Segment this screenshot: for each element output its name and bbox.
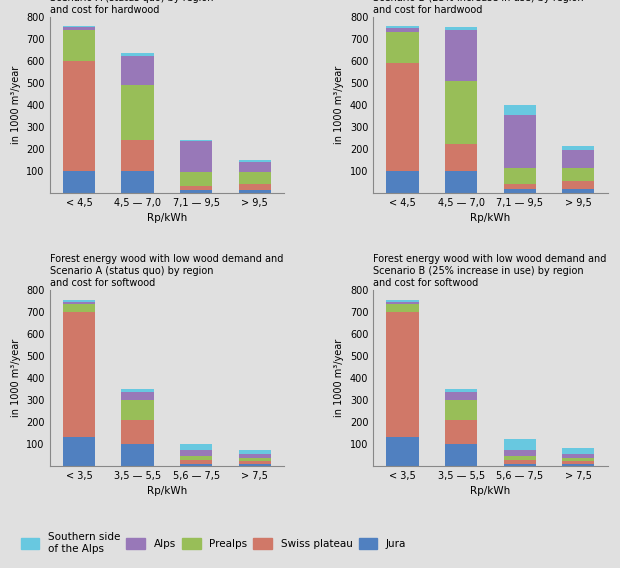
Bar — [503, 105, 536, 115]
Bar — [386, 26, 418, 28]
Bar — [386, 171, 418, 193]
Bar — [503, 440, 536, 450]
Bar — [445, 81, 477, 144]
Text: Forest energy wood with low wood demand and
Scenario A (status quo) by region
an: Forest energy wood with low wood demand … — [50, 254, 283, 287]
Bar — [63, 30, 95, 61]
Bar — [180, 186, 212, 190]
Bar — [63, 171, 95, 193]
Bar — [122, 85, 154, 140]
Bar — [63, 302, 95, 304]
Bar — [122, 420, 154, 444]
Bar — [63, 304, 95, 312]
Bar — [180, 444, 212, 450]
Bar — [562, 168, 595, 181]
Bar — [386, 300, 418, 302]
Bar — [239, 160, 271, 162]
Bar — [445, 144, 477, 171]
Bar — [503, 456, 536, 460]
Bar — [122, 140, 154, 171]
Bar — [122, 53, 154, 56]
Bar — [239, 190, 271, 193]
Bar — [122, 171, 154, 193]
Bar — [503, 168, 536, 184]
Bar — [503, 460, 536, 463]
Bar — [445, 400, 477, 420]
Bar — [122, 444, 154, 466]
Bar — [239, 162, 271, 172]
Bar — [503, 184, 536, 189]
Bar — [63, 437, 95, 466]
Bar — [63, 61, 95, 171]
Bar — [562, 458, 595, 461]
Bar — [180, 450, 212, 456]
Bar — [239, 450, 271, 454]
X-axis label: Rp/kWh: Rp/kWh — [147, 214, 187, 223]
Bar — [503, 115, 536, 168]
Legend: Southern side
of the Alps, Alps, Prealps, Swiss plateau, Jura: Southern side of the Alps, Alps, Prealps… — [17, 529, 409, 557]
Bar — [180, 456, 212, 460]
Bar — [386, 437, 418, 466]
Bar — [239, 172, 271, 184]
Bar — [239, 184, 271, 190]
Bar — [63, 312, 95, 437]
Bar — [562, 150, 595, 168]
Bar — [562, 189, 595, 193]
Bar — [503, 463, 536, 466]
X-axis label: Rp/kWh: Rp/kWh — [470, 214, 510, 223]
Bar — [562, 146, 595, 150]
Text: Forest energy wood with low wood demand and
Scenario B (25% increase in use) by : Forest energy wood with low wood demand … — [373, 0, 606, 15]
Bar — [386, 304, 418, 312]
Bar — [445, 392, 477, 400]
Bar — [63, 27, 95, 30]
Bar — [386, 28, 418, 32]
Bar — [122, 56, 154, 85]
X-axis label: Rp/kWh: Rp/kWh — [470, 486, 510, 496]
Bar — [562, 461, 595, 463]
Bar — [180, 463, 212, 466]
Bar — [386, 32, 418, 63]
Bar — [180, 141, 212, 172]
Bar — [445, 171, 477, 193]
Bar — [386, 63, 418, 171]
Bar — [445, 30, 477, 81]
Bar — [503, 450, 536, 456]
Bar — [122, 389, 154, 392]
Bar — [180, 140, 212, 141]
Bar — [562, 463, 595, 466]
Text: Forest energy wood with low wood demand and
Scenario B (25% increase in use) by : Forest energy wood with low wood demand … — [373, 254, 606, 287]
Bar — [63, 300, 95, 302]
Bar — [239, 461, 271, 463]
Bar — [445, 389, 477, 392]
Bar — [386, 312, 418, 437]
X-axis label: Rp/kWh: Rp/kWh — [147, 486, 187, 496]
Bar — [239, 454, 271, 458]
Text: Forest energy wood with low wood demand and
Scenario A (status quo) by region
an: Forest energy wood with low wood demand … — [50, 0, 283, 15]
Y-axis label: in 1000 m³/year: in 1000 m³/year — [334, 339, 344, 417]
Bar — [239, 458, 271, 461]
Bar — [180, 190, 212, 193]
Bar — [122, 400, 154, 420]
Bar — [180, 172, 212, 186]
Bar — [562, 181, 595, 189]
Bar — [562, 448, 595, 454]
Bar — [239, 463, 271, 466]
Bar — [445, 420, 477, 444]
Bar — [63, 26, 95, 27]
Bar — [445, 444, 477, 466]
Bar — [503, 189, 536, 193]
Bar — [122, 392, 154, 400]
Bar — [386, 302, 418, 304]
Bar — [562, 454, 595, 458]
Bar — [180, 460, 212, 463]
Y-axis label: in 1000 m³/year: in 1000 m³/year — [334, 66, 344, 144]
Y-axis label: in 1000 m³/year: in 1000 m³/year — [11, 66, 20, 144]
Bar — [445, 27, 477, 30]
Y-axis label: in 1000 m³/year: in 1000 m³/year — [11, 339, 20, 417]
